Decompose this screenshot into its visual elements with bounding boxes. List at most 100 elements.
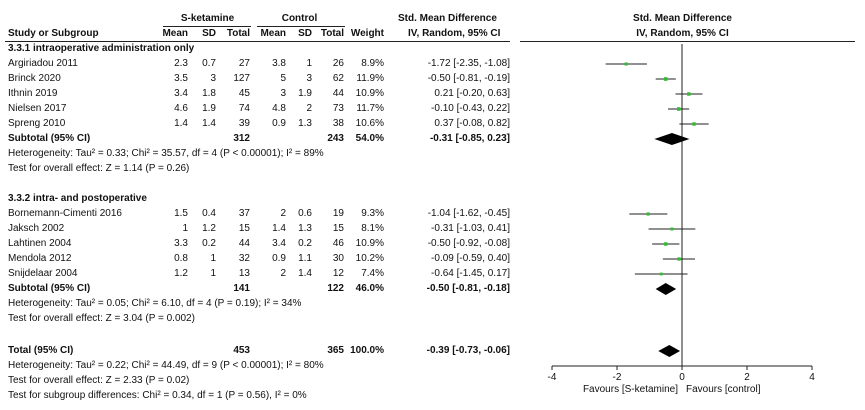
total-total1: 453 bbox=[233, 345, 250, 356]
mean1: 1.2 bbox=[174, 268, 188, 279]
total2: 19 bbox=[332, 208, 344, 219]
study-marker bbox=[663, 77, 668, 81]
study-name: Ithnin 2019 bbox=[8, 88, 58, 99]
ci-text: -0.50 [-0.81, -0.19] bbox=[427, 73, 510, 84]
total1: 44 bbox=[238, 238, 250, 249]
col-sd1: SD bbox=[202, 28, 216, 39]
sd1: 0.7 bbox=[202, 58, 216, 69]
total2: 12 bbox=[332, 268, 344, 279]
subtotal-total1: 141 bbox=[233, 283, 250, 294]
total1: 27 bbox=[238, 58, 250, 69]
sd2: 1.1 bbox=[298, 253, 312, 264]
study-marker bbox=[692, 122, 696, 126]
total1: 13 bbox=[238, 268, 250, 279]
subtotal-weight: 54.0% bbox=[355, 133, 384, 144]
study-name: Snijdelaar 2004 bbox=[8, 268, 78, 279]
weight: 8.1% bbox=[361, 223, 384, 234]
weight: 11.9% bbox=[356, 73, 384, 84]
pooled-diamond bbox=[658, 345, 681, 357]
total-weight: 100.0% bbox=[350, 345, 384, 356]
study-name: Nielsen 2017 bbox=[8, 103, 67, 114]
mean2: 0.9 bbox=[272, 253, 286, 264]
weight: 11.7% bbox=[356, 103, 384, 114]
col-sd2: SD bbox=[298, 28, 312, 39]
favours-left-label: Favours [S-ketamine] bbox=[583, 384, 678, 395]
study-marker bbox=[664, 242, 668, 246]
study-marker bbox=[624, 62, 628, 66]
study-marker bbox=[659, 272, 663, 276]
study-marker bbox=[687, 92, 691, 96]
col-total2: Total bbox=[320, 28, 344, 39]
plot-header-rule bbox=[520, 41, 855, 42]
overall-effect-test: Test for overall effect: Z = 1.14 (P = 0… bbox=[8, 163, 190, 174]
sd1: 3 bbox=[210, 73, 216, 84]
subtotal-ci: -0.31 [-0.85, 0.23] bbox=[429, 133, 510, 144]
weight: 10.9% bbox=[355, 238, 384, 249]
total1: 15 bbox=[238, 223, 250, 234]
study-name: Mendola 2012 bbox=[8, 253, 72, 264]
ci-text: -0.50 [-0.92, -0.08] bbox=[427, 238, 510, 249]
col-mean2: Mean bbox=[260, 28, 286, 39]
mean1: 1 bbox=[182, 223, 188, 234]
sd2: 0.2 bbox=[298, 238, 312, 249]
ci-text: 0.37 [-0.08, 0.82] bbox=[434, 118, 510, 129]
total1: 127 bbox=[233, 73, 250, 84]
x-tick-label: -2 bbox=[613, 372, 622, 383]
ci-text: -0.10 [-0.43, 0.22] bbox=[431, 103, 510, 114]
subtotal-label: Subtotal (95% CI) bbox=[8, 283, 91, 294]
favours-right-label: Favours [control] bbox=[686, 384, 761, 395]
weight: 8.9% bbox=[361, 58, 384, 69]
sd1: 0.4 bbox=[202, 208, 216, 219]
x-tick-label: 0 bbox=[679, 372, 685, 383]
total2: 46 bbox=[332, 238, 344, 249]
total2: 62 bbox=[332, 73, 344, 84]
ci-text: -0.09 [-0.59, 0.40] bbox=[431, 253, 510, 264]
header-rule bbox=[5, 41, 510, 42]
study-name: Brinck 2020 bbox=[8, 73, 61, 84]
mean1: 0.8 bbox=[174, 253, 188, 264]
col-weight: Weight bbox=[350, 28, 384, 39]
group1-header: S-ketamine bbox=[180, 13, 235, 24]
sd2: 3 bbox=[306, 73, 312, 84]
total1: 37 bbox=[238, 208, 250, 219]
ci-text: -0.31 [-1.03, 0.41] bbox=[431, 223, 510, 234]
ci-text: -0.64 [-1.45, 0.17] bbox=[431, 268, 510, 279]
mean1: 4.6 bbox=[174, 103, 188, 114]
subtotal-total2: 243 bbox=[327, 133, 344, 144]
subgroup-differences-test: Test for subgroup differences: Chi² = 0.… bbox=[8, 390, 307, 401]
pooled-diamond bbox=[654, 133, 690, 145]
col-total1: Total bbox=[226, 28, 250, 39]
mean2: 4.8 bbox=[272, 103, 286, 114]
pooled-diamond bbox=[655, 283, 677, 295]
mean2: 3.4 bbox=[272, 238, 286, 249]
total2: 30 bbox=[332, 253, 344, 264]
study-name: Bornemann-Cimenti 2016 bbox=[8, 208, 122, 219]
sd1: 1.8 bbox=[202, 88, 216, 99]
total1: 74 bbox=[238, 103, 250, 114]
total1: 39 bbox=[238, 118, 250, 129]
sd1: 1.2 bbox=[202, 223, 216, 234]
weight: 10.9% bbox=[355, 88, 384, 99]
heterogeneity: Heterogeneity: Tau² = 0.05; Chi² = 6.10,… bbox=[8, 298, 302, 309]
weight: 10.2% bbox=[355, 253, 384, 264]
mean2: 3 bbox=[280, 88, 286, 99]
mean1: 3.4 bbox=[174, 88, 188, 99]
subgroup-title: 3.3.2 intra- and postoperative bbox=[8, 193, 147, 204]
ci-text: -1.72 [-2.35, -1.08] bbox=[427, 58, 510, 69]
mean2: 1.4 bbox=[272, 223, 286, 234]
heterogeneity: Heterogeneity: Tau² = 0.33; Chi² = 35.57… bbox=[8, 148, 324, 159]
study-name: Jaksch 2002 bbox=[8, 223, 65, 234]
total2: 26 bbox=[332, 58, 344, 69]
col-mean1: Mean bbox=[162, 28, 188, 39]
mean2: 5 bbox=[280, 73, 286, 84]
overall-effect-test: Test for overall effect: Z = 3.04 (P = 0… bbox=[8, 313, 195, 324]
mean1: 1.5 bbox=[174, 208, 188, 219]
total1: 45 bbox=[238, 88, 250, 99]
sd2: 1.3 bbox=[298, 118, 312, 129]
weight: 7.4% bbox=[361, 268, 384, 279]
total2: 38 bbox=[332, 118, 344, 129]
sd2: 1 bbox=[306, 58, 312, 69]
mean2: 0.9 bbox=[272, 118, 286, 129]
study-name: Lahtinen 2004 bbox=[8, 238, 72, 249]
